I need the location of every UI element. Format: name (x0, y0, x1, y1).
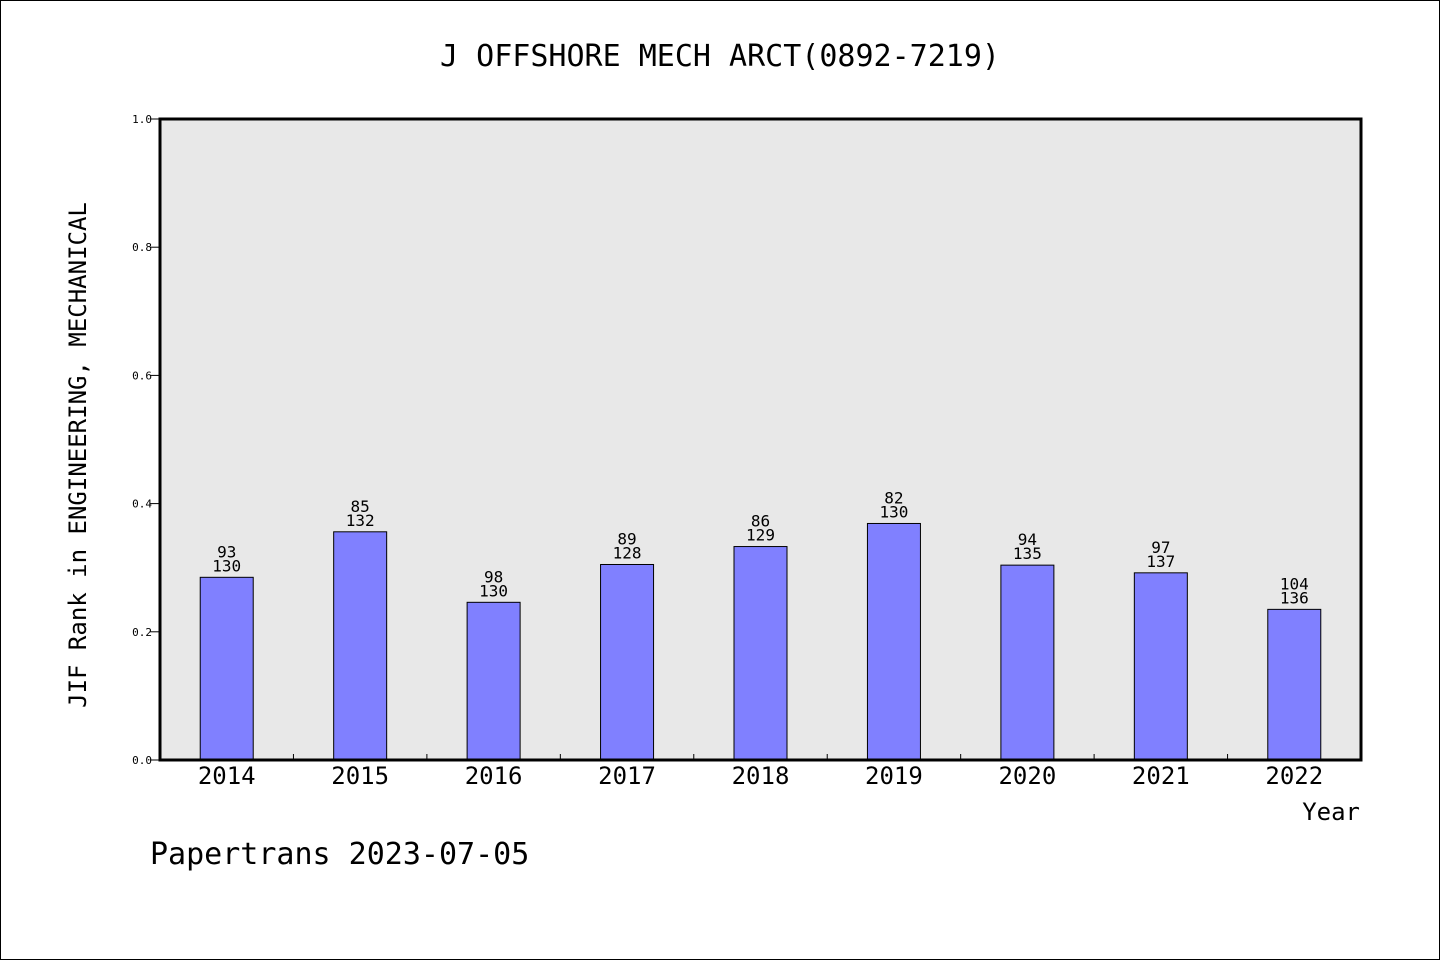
y-tick-label: 0.8 (132, 241, 152, 254)
bar-2018 (733, 546, 788, 761)
x-axis-ticks: 2014 2015 2016 2017 2018 2019 2020 2021 2022 (198, 754, 1323, 790)
x-tick-label: 2019 (865, 762, 923, 790)
x-tick-label: 2016 (465, 762, 523, 790)
bar-total-label: 135 (1013, 544, 1042, 563)
bar-rank-label: 82 (884, 488, 903, 507)
chart-title: J OFFSHORE MECH ARCT(0892-7219) (440, 39, 1000, 74)
bar-rank-label: 97 (1151, 538, 1170, 557)
bar-rank-label: 85 (351, 497, 370, 516)
x-tick-label: 2015 (331, 762, 389, 790)
y-tick-label: 0.4 (132, 498, 152, 511)
bar-2021 (1133, 572, 1188, 761)
bar-total-label: 130 (212, 556, 241, 575)
bar-2015 (333, 531, 388, 761)
bar-total-label: 129 (746, 526, 775, 545)
x-tick-label: 2021 (1132, 762, 1190, 790)
bar-2022 (1267, 608, 1322, 761)
bar-2019 (866, 522, 921, 761)
bar-2014 (199, 576, 254, 761)
bar-2016 (466, 601, 521, 761)
plot-border (158, 117, 1363, 762)
bar-total-label: 136 (1280, 588, 1309, 607)
y-tick-label: 0.2 (132, 626, 152, 639)
bar-total-label: 130 (879, 502, 908, 521)
bar-rank-label: 98 (484, 567, 503, 586)
bar-rank-label: 94 (1018, 530, 1037, 549)
bar-total-label: 130 (479, 581, 508, 600)
y-tick-label: 0.0 (132, 754, 152, 767)
bar-2020 (1000, 564, 1055, 761)
y-tick-label: 1.0 (132, 113, 152, 126)
bar-rank-label: 104 (1280, 574, 1309, 593)
x-tick-label: 2017 (598, 762, 656, 790)
bar-total-label: 132 (346, 511, 375, 530)
bar-total-label: 128 (613, 543, 642, 562)
bar-2017 (600, 563, 655, 761)
y-axis-ticks: 0.0 0.2 0.4 0.6 0.8 1.0 (132, 113, 160, 767)
x-tick-label: 2022 (1265, 762, 1323, 790)
y-tick-label: 0.6 (132, 369, 152, 382)
bar-rank-label: 93 (217, 542, 236, 561)
x-tick-label: 2018 (732, 762, 790, 790)
y-axis-label: JIF Rank in ENGINEERING, MECHANICAL (64, 202, 92, 708)
x-axis-label: Year (1302, 798, 1360, 826)
bar-rank-label: 86 (751, 512, 770, 531)
footer-credit: Papertrans 2023-07-05 (150, 837, 529, 872)
bar-total-label: 137 (1146, 552, 1175, 571)
x-tick-label: 2014 (198, 762, 256, 790)
bar-rank-label: 89 (617, 529, 636, 548)
x-tick-label: 2020 (998, 762, 1056, 790)
